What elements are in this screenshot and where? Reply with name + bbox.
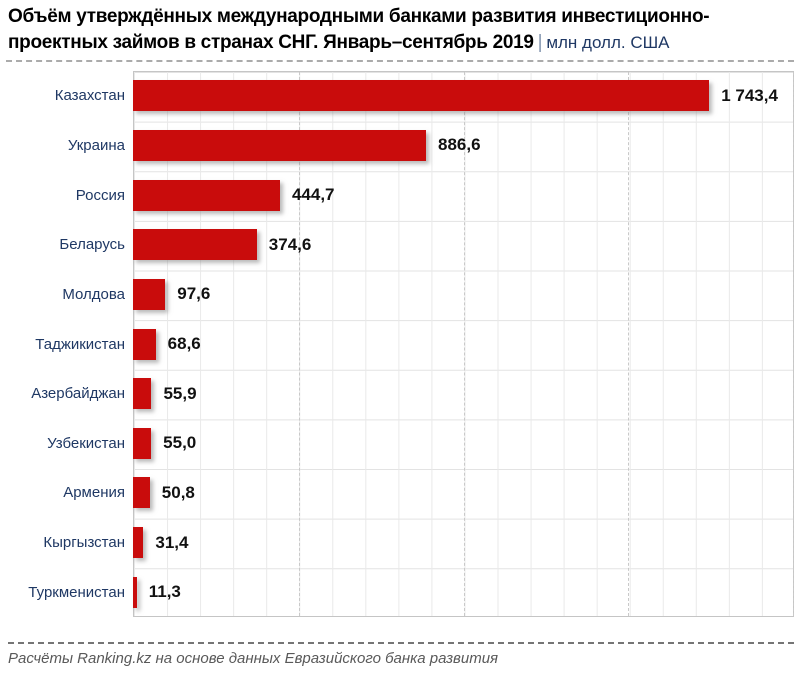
chart-row: Таджикистан 68,6 bbox=[0, 319, 794, 369]
category-label: Таджикистан bbox=[35, 335, 125, 353]
value-label: 1 743,4 bbox=[721, 85, 778, 105]
category-label: Кыргызстан bbox=[43, 534, 125, 552]
category-label: Узбекистан bbox=[47, 434, 125, 452]
bar bbox=[133, 278, 166, 310]
major-gridline-500 bbox=[298, 72, 300, 616]
major-gridline-1000 bbox=[463, 72, 465, 616]
chart-row: Кыргызстан 31,4 bbox=[0, 518, 794, 568]
bar bbox=[133, 229, 257, 261]
bar-track: 55,9 bbox=[133, 369, 794, 419]
chart-title-line2: проектных займов в странах СНГ. Январь–с… bbox=[8, 30, 796, 56]
bar-track: 1 743,4 bbox=[133, 71, 794, 121]
category-label: Украина bbox=[67, 136, 125, 154]
category-label: Россия bbox=[75, 186, 125, 204]
title-separator-dashed-line bbox=[6, 60, 794, 62]
footer-separator-dashed-line bbox=[8, 642, 794, 644]
value-label: 68,6 bbox=[167, 334, 201, 354]
title-pipe-divider: | bbox=[537, 32, 543, 53]
chart-title-line1: Объём утверждённых международными банкам… bbox=[8, 6, 710, 27]
chart-row: Азербайджан 55,9 bbox=[0, 369, 794, 419]
chart-row: Украина 886,6 bbox=[0, 121, 794, 171]
bar bbox=[133, 378, 152, 410]
bar-track: 444,7 bbox=[133, 170, 794, 220]
category-label: Беларусь bbox=[59, 236, 125, 254]
bar-track: 55,0 bbox=[133, 418, 794, 468]
bar bbox=[133, 477, 150, 509]
chart-title: Объём утверждённых международными банкам… bbox=[8, 4, 796, 56]
value-label: 374,6 bbox=[268, 234, 312, 254]
bar bbox=[133, 427, 152, 459]
chart-row: Казахстан 1 743,4 bbox=[0, 71, 794, 121]
bar-track: 11,3 bbox=[133, 567, 794, 617]
bar bbox=[133, 129, 427, 161]
value-label: 444,7 bbox=[291, 185, 335, 205]
bar bbox=[133, 80, 710, 112]
bar bbox=[133, 179, 280, 211]
chart-title-period: проектных займов в странах СНГ. Январь–с… bbox=[8, 32, 534, 53]
bar-track: 68,6 bbox=[133, 319, 794, 369]
category-label: Казахстан bbox=[54, 87, 125, 105]
bar-track: 50,8 bbox=[133, 468, 794, 518]
chart-row: Армения 50,8 bbox=[0, 468, 794, 518]
bar bbox=[133, 527, 144, 559]
source-note: Расчёты Ranking.kz на основе данных Евра… bbox=[8, 650, 499, 667]
chart-row: Узбекистан 55,0 bbox=[0, 418, 794, 468]
major-gridline-1500 bbox=[628, 72, 630, 616]
chart-rows: Казахстан 1 743,4 Украина 886,6 Россия 444,7 Б… bbox=[0, 71, 794, 617]
chart-row: Туркменистан 11,3 bbox=[0, 567, 794, 617]
value-label: 97,6 bbox=[177, 284, 211, 304]
bar-track: 886,6 bbox=[133, 121, 794, 171]
major-gridline-2000 bbox=[793, 72, 794, 616]
value-label: 886,6 bbox=[438, 135, 481, 155]
chart-row: Беларусь 374,6 bbox=[0, 220, 794, 270]
category-label: Молдова bbox=[62, 285, 125, 303]
value-label: 55,0 bbox=[163, 433, 197, 453]
plot-area bbox=[133, 71, 794, 617]
value-label: 55,9 bbox=[163, 383, 197, 403]
chart-unit-label: млн долл. США bbox=[546, 33, 670, 52]
chart-row: Россия 444,7 bbox=[0, 170, 794, 220]
category-label: Азербайджан bbox=[31, 385, 125, 403]
value-label: 11,3 bbox=[148, 582, 181, 602]
value-label: 50,8 bbox=[161, 482, 195, 502]
category-label: Армения bbox=[63, 484, 125, 502]
category-label: Туркменистан bbox=[28, 583, 125, 601]
bar bbox=[133, 576, 137, 608]
bar-track: 31,4 bbox=[133, 518, 794, 568]
bar bbox=[133, 328, 156, 360]
bar-track: 374,6 bbox=[133, 220, 794, 270]
bar-track: 97,6 bbox=[133, 270, 794, 320]
chart-row: Молдова 97,6 bbox=[0, 270, 794, 320]
value-label: 31,4 bbox=[155, 532, 189, 552]
